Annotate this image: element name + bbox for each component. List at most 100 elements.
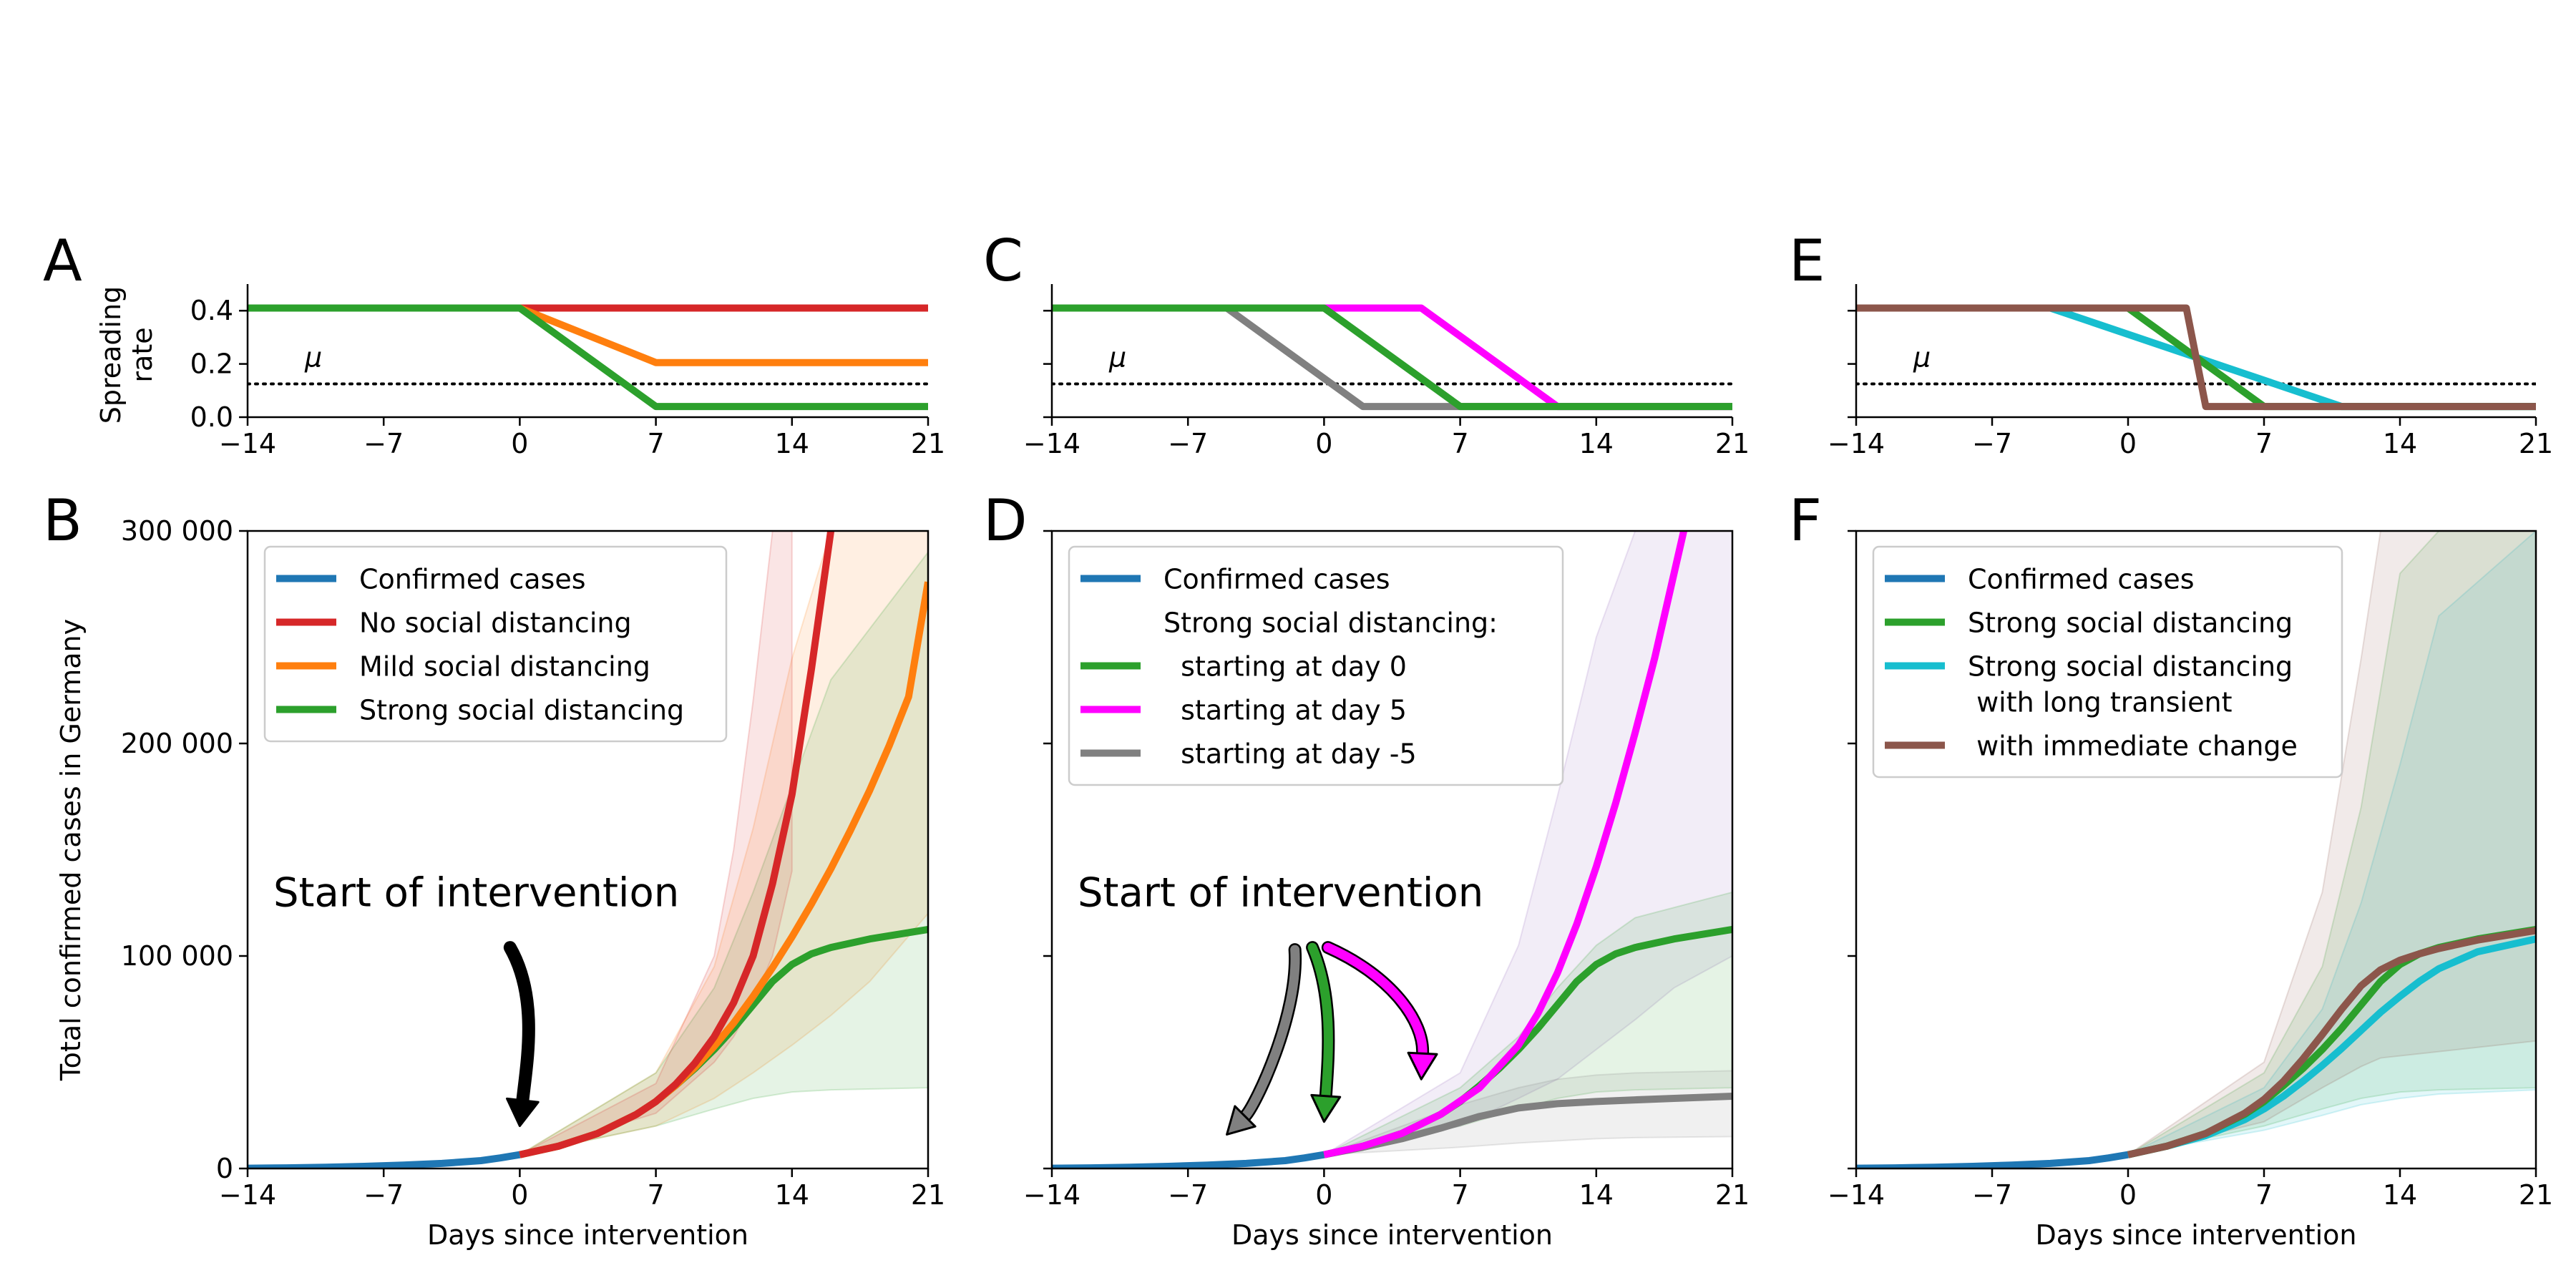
uncertainty-band <box>519 531 928 1156</box>
legend-label: starting at day 5 <box>1163 695 1407 726</box>
panel-d: −14 −7 0 7 14 21 Days since intervention D Confi… <box>983 487 1750 1251</box>
uncertainty-band <box>2127 531 2536 1156</box>
series-line <box>248 304 928 411</box>
arrow-outline <box>1239 943 1302 1123</box>
panel-f: −14 −7 0 7 14 21 Days since intervention F Confi… <box>1789 487 2553 1251</box>
x-tick-label: 7 <box>2255 1179 2273 1211</box>
y-tick-label: 0 <box>216 1153 233 1184</box>
plot-area <box>1052 531 1732 1169</box>
x-tick-label: 21 <box>911 1179 945 1211</box>
arrow-head <box>1226 1105 1257 1136</box>
panel-c: μ −14 −7 0 7 14 21 C <box>983 228 1750 459</box>
y-tick-label: 0.4 <box>190 295 233 326</box>
y-axis-label-line: Spreading <box>95 286 127 424</box>
legend-box <box>1068 545 1564 786</box>
legend-label: with immediate change <box>1968 731 2298 762</box>
uncertainty-band <box>1323 531 1732 1156</box>
series-line <box>1323 1093 1732 1158</box>
x-tick-label: 0 <box>2119 1179 2137 1211</box>
x-tick-label: 14 <box>1579 428 1614 459</box>
legend-label: with long transient <box>1968 687 2232 718</box>
x-tick-label: 14 <box>2383 428 2417 459</box>
legend-label: No social distancing <box>359 608 632 639</box>
y-axis-label: Total confirmed cases in Germany <box>55 619 87 1081</box>
plot-area <box>248 304 928 411</box>
arrow-head <box>506 1097 540 1128</box>
series-line <box>519 531 835 1158</box>
x-tick-label: −14 <box>219 1179 276 1211</box>
series-line <box>248 1151 521 1169</box>
x-axis-label: Days since intervention <box>2036 1219 2357 1251</box>
x-tick-label: 14 <box>2383 1179 2417 1211</box>
arrow-shaft <box>1323 942 1428 1058</box>
arrow-shaft <box>1240 945 1300 1121</box>
panel-letter: C <box>983 228 1023 294</box>
x-tick-label: 21 <box>1715 1179 1750 1211</box>
legend-label: Strong social distancing <box>359 695 684 726</box>
arrow-outline <box>1321 941 1430 1060</box>
axes-frame <box>1050 530 1734 1170</box>
plot-area <box>1856 304 2536 411</box>
x-tick-label: −14 <box>1828 428 1885 459</box>
x-tick-label: 14 <box>1579 1179 1614 1211</box>
x-tick-label: 7 <box>1452 428 1469 459</box>
mu-label: μ <box>304 342 322 374</box>
legend-box <box>1872 545 2343 779</box>
annotation-text: Start of intervention <box>273 869 679 916</box>
panel-b: −14 −7 0 7 14 21 0 100 000 200 000 300 000 Days si… <box>43 487 945 1251</box>
uncertainty-band <box>2127 531 2536 1156</box>
x-tick-label: −14 <box>1828 1179 1885 1211</box>
arrow-head <box>1310 1093 1342 1123</box>
y-tick-label: 300 000 <box>121 515 233 547</box>
uncertainty-band <box>2127 531 2536 1156</box>
x-tick-label: 0 <box>511 1179 528 1211</box>
arrow-head <box>1407 1051 1438 1080</box>
plot-area <box>248 531 928 1169</box>
x-tick-label: −7 <box>364 1179 404 1211</box>
x-tick-label: 0 <box>2119 428 2137 459</box>
uncertainty-band <box>519 551 928 1156</box>
x-tick-label: −14 <box>1023 1179 1080 1211</box>
legend-label: starting at day -5 <box>1163 738 1417 770</box>
arrow-shaft <box>1307 942 1333 1101</box>
x-tick-label: 21 <box>1715 428 1750 459</box>
series-line <box>1856 304 2536 411</box>
x-tick-label: −7 <box>1168 1179 1208 1211</box>
x-tick-label: 7 <box>2255 428 2273 459</box>
axes-frame <box>246 530 930 1170</box>
y-tick-label: 0.2 <box>190 348 233 380</box>
x-tick-label: 14 <box>775 428 809 459</box>
legend-label: starting at day 0 <box>1163 651 1407 683</box>
series-line <box>1323 531 1687 1158</box>
legend-label: Confirmed cases <box>359 564 586 595</box>
x-tick-label: 7 <box>648 1179 665 1211</box>
x-tick-label: 0 <box>1315 1179 1332 1211</box>
legend-label: Confirmed cases <box>1163 564 1390 595</box>
plot-area <box>1052 304 1732 411</box>
series-line <box>1856 1151 2129 1169</box>
legend-box <box>263 545 728 743</box>
x-tick-label: 0 <box>1315 428 1332 459</box>
y-axis-label-line: rate <box>127 327 158 382</box>
panel-letter: D <box>983 487 1028 554</box>
x-tick-label: 14 <box>775 1179 809 1211</box>
y-tick-label: 200 000 <box>121 728 233 759</box>
axes-frame <box>1855 530 2537 1170</box>
panel-letter: E <box>1789 228 1825 294</box>
x-tick-label: −14 <box>1023 428 1080 459</box>
x-tick-label: 7 <box>1452 1179 1469 1211</box>
legend-label: Strong social distancing <box>1968 651 2293 683</box>
x-axis-label: Days since intervention <box>1231 1219 1553 1251</box>
legend-label: Mild social distancing <box>359 651 650 683</box>
legend-label: Strong social distancing <box>1968 608 2293 639</box>
x-tick-label: 21 <box>2519 428 2553 459</box>
panel-a: μ −14 −7 0 7 14 21 0.0 0.2 0.4 Spreading rate A <box>43 228 945 459</box>
arrow-shaft <box>503 941 535 1107</box>
panel-e: μ −14 −7 0 7 14 21 E <box>1789 228 2553 459</box>
x-tick-label: 7 <box>648 428 665 459</box>
panel-letter: F <box>1789 487 1822 554</box>
plot-area <box>1856 531 2536 1169</box>
x-tick-label: 21 <box>2519 1179 2553 1211</box>
panel-letter: B <box>43 487 82 554</box>
